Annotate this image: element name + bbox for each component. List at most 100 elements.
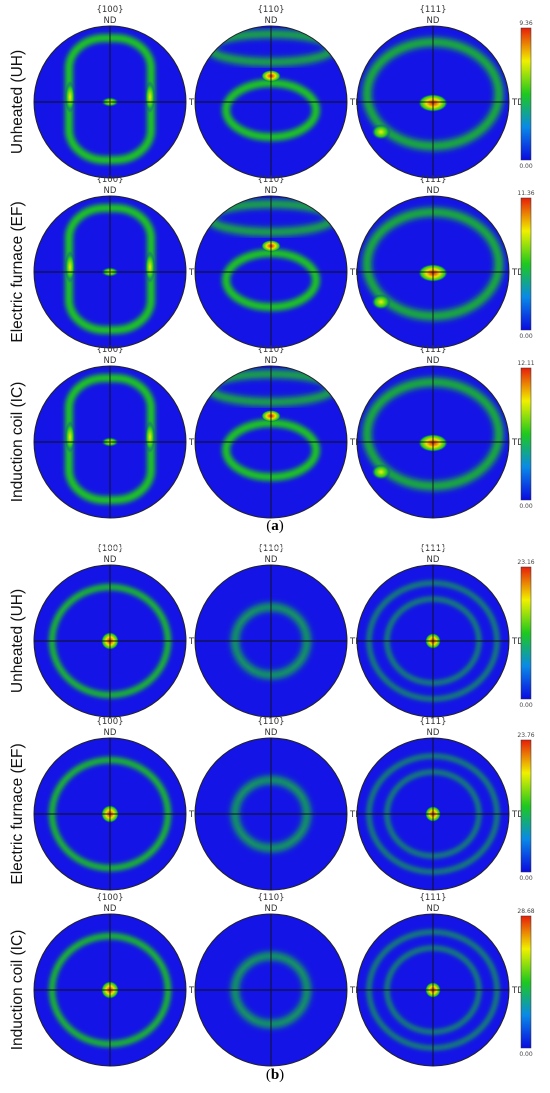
nd-label: ND: [104, 555, 117, 565]
nd-label: ND: [104, 728, 117, 738]
td-label: TD: [511, 637, 524, 647]
colorbar-scale: [520, 367, 532, 501]
pole-figure: {111}ND TD: [356, 893, 524, 1067]
colorbar: 28.68 0.00: [517, 908, 534, 1058]
colorbar-max-label: 9.36: [519, 20, 533, 27]
row-label: Induction coil (IC): [9, 930, 26, 1051]
row-0: Unheated (UH){100}NDTD{110}NDTD{111}NDTD…: [9, 5, 533, 179]
td-label: TD: [349, 986, 362, 996]
texture-peak: [145, 251, 155, 283]
colorbar-min-label: 0.00: [519, 875, 533, 882]
colorbar-min-label: 0.00: [519, 333, 533, 340]
nd-label: ND: [427, 356, 440, 366]
nd-label: ND: [427, 555, 440, 565]
pole-figure: {110}ND TD: [194, 544, 362, 718]
nd-label: ND: [104, 16, 117, 26]
row-1: Electric furnace (EF){100}NDTD{110}NDTD{…: [9, 717, 535, 891]
td-label: TD: [349, 98, 362, 108]
colorbar: 23.76 0.00: [517, 732, 534, 882]
pole-figure: {110}ND TD: [194, 893, 362, 1067]
colorbar-max-label: 28.68: [517, 908, 534, 915]
colorbar-min-label: 0.00: [519, 503, 533, 510]
pole-family-label: {111}: [419, 5, 446, 15]
colorbar-min-label: 0.00: [519, 702, 533, 709]
nd-label: ND: [427, 186, 440, 196]
pole-family-label: {100}: [96, 717, 123, 727]
nd-label: ND: [427, 16, 440, 26]
td-label: TD: [511, 98, 524, 108]
pole-family-label: {110}: [257, 5, 284, 15]
row-1: Electric furnace (EF){100}NDTD{110}NDTD{…: [9, 175, 535, 349]
nd-label: ND: [104, 186, 117, 196]
td-label: TD: [511, 810, 524, 820]
row-label: Electric furnace (EF): [9, 201, 26, 342]
colorbar: 12.11 0.00: [517, 360, 534, 510]
row-0: Unheated (UH){100}NDTD{110}NDTD{111}NDTD…: [9, 544, 535, 718]
row-2: Induction coil (IC){100}NDTD{110}NDTD{11…: [9, 345, 535, 519]
pole-family-label: {100}: [96, 345, 123, 355]
colorbar: 9.36 0.00: [519, 20, 533, 170]
pole-family-label: {100}: [96, 5, 123, 15]
pole-family-label: {100}: [96, 175, 123, 185]
pole-family-label: {111}: [419, 345, 446, 355]
pole-figure: {110}ND TD: [194, 717, 362, 891]
texture-peak: [145, 421, 155, 453]
pole-family-label: {110}: [257, 893, 284, 903]
nd-label: ND: [104, 904, 117, 914]
nd-label: ND: [265, 555, 278, 565]
colorbar-scale: [520, 915, 532, 1049]
pole-figure: {111}ND TD: [356, 175, 524, 349]
texture-peak: [65, 251, 75, 283]
colorbar: 11.36 0.00: [517, 190, 534, 340]
colorbar-max-label: 12.11: [517, 360, 534, 367]
pole-family-label: {111}: [419, 544, 446, 554]
pole-figure: {111}ND TD: [356, 345, 524, 519]
nd-label: ND: [427, 728, 440, 738]
nd-label: ND: [427, 904, 440, 914]
pole-figure: {111}ND TD: [356, 544, 524, 718]
row-2: Induction coil (IC){100}NDTD{110}NDTD{11…: [9, 893, 535, 1067]
nd-label: ND: [265, 16, 278, 26]
nd-label: ND: [265, 186, 278, 196]
row-label: Induction coil (IC): [9, 382, 26, 503]
td-label: TD: [349, 637, 362, 647]
td-label: TD: [511, 268, 524, 278]
texture-peak: [371, 124, 391, 140]
pole-family-label: {111}: [419, 717, 446, 727]
texture-peak: [145, 81, 155, 113]
td-label: TD: [349, 268, 362, 278]
pole-figure: {110}ND TD: [194, 175, 362, 349]
colorbar-max-label: 23.76: [517, 732, 534, 739]
panel-b: Unheated (UH){100}NDTD{110}NDTD{111}NDTD…: [9, 544, 535, 1083]
colorbar-max-label: 23.16: [517, 559, 534, 566]
nd-label: ND: [265, 356, 278, 366]
texture-peak: [65, 421, 75, 453]
colorbar: 23.16 0.00: [517, 559, 534, 709]
pole-family-label: {111}: [419, 893, 446, 903]
td-label: TD: [511, 438, 524, 448]
texture-peak: [371, 464, 391, 480]
pole-family-label: {110}: [257, 717, 284, 727]
colorbar-scale: [520, 566, 532, 700]
colorbar-min-label: 0.00: [519, 1051, 533, 1058]
pole-figure: {110}ND TD: [194, 345, 362, 519]
td-label: TD: [349, 810, 362, 820]
row-label: Unheated (UH): [9, 50, 26, 154]
nd-label: ND: [265, 904, 278, 914]
colorbar-max-label: 11.36: [517, 190, 534, 197]
colorbar-scale: [520, 739, 532, 873]
colorbar-scale: [520, 197, 532, 331]
panel-label: (b): [266, 1067, 284, 1083]
panel-a: Unheated (UH){100}NDTD{110}NDTD{111}NDTD…: [9, 5, 535, 534]
td-label: TD: [349, 438, 362, 448]
pole-figure: {111}ND TD: [356, 717, 524, 891]
row-label: Unheated (UH): [9, 589, 26, 693]
texture-peak: [65, 81, 75, 113]
